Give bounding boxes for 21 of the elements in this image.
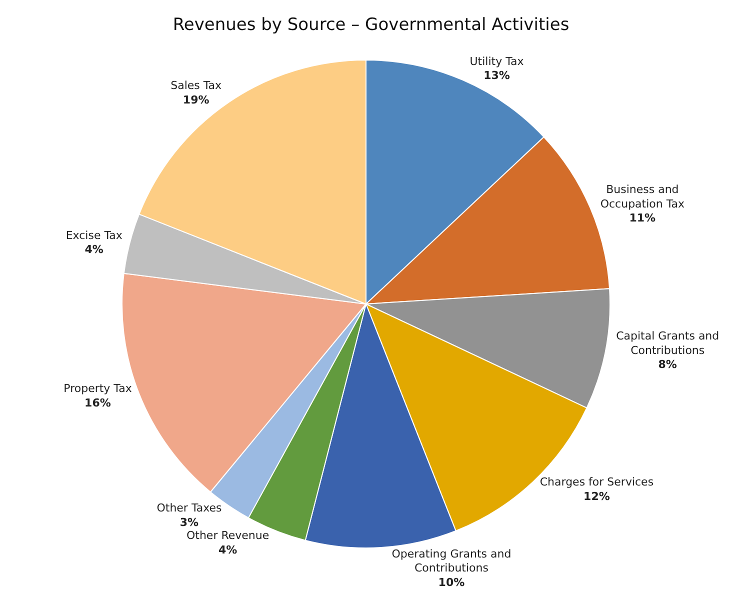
- slice-label: Excise Tax: [66, 228, 123, 242]
- data-label: 3%: [180, 516, 199, 529]
- data-label: 11%: [629, 212, 656, 225]
- slice-label: Charges for Services: [540, 475, 654, 488]
- data-label: 13%: [484, 69, 510, 82]
- slice-label: Other Taxes: [156, 501, 222, 514]
- slice-label: Sales Tax: [170, 79, 222, 92]
- data-label: 8%: [658, 358, 677, 372]
- slice-label: Property Tax: [64, 382, 132, 396]
- data-label: 10%: [438, 576, 465, 590]
- slice-label: Business and Occupation Tax: [600, 183, 685, 210]
- data-label: 4%: [218, 543, 238, 556]
- slice-label: Capital Grants and Contributions: [616, 330, 720, 357]
- slice-label: Other Revenue: [186, 529, 270, 542]
- data-label: 16%: [84, 396, 111, 410]
- data-label: 4%: [84, 243, 104, 256]
- slice-label: Utility Tax: [470, 54, 524, 68]
- data-label: 19%: [182, 94, 210, 107]
- slice-label: Operating Grants and Contributions: [392, 547, 512, 575]
- chart-title: Revenues by Source – Governmental Activities: [172, 15, 570, 36]
- data-label: 12%: [584, 490, 610, 503]
